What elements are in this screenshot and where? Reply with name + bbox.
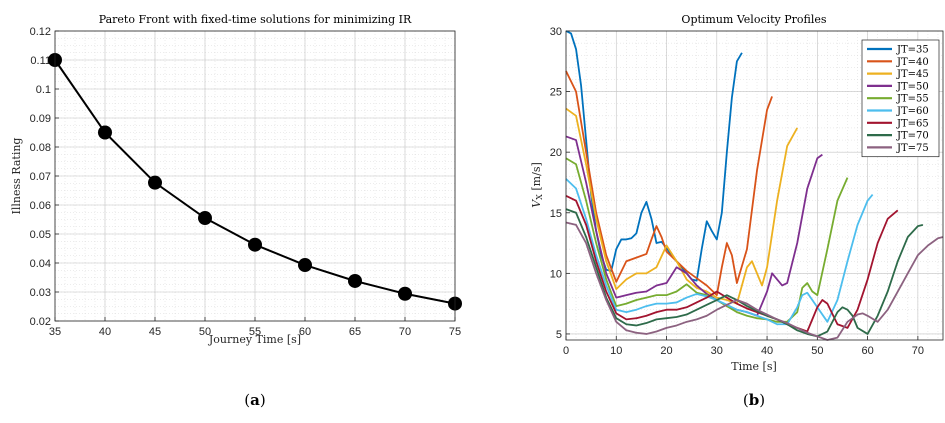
pareto-point [198, 211, 212, 226]
velocity-series-jt-70 [565, 208, 924, 338]
caption-b: (b) [743, 391, 765, 409]
chart-b: Optimum Velocity Profiles 0 10 20 30 40 50 60 7… [530, 13, 944, 409]
chart-b-series [565, 30, 944, 341]
legend-label: JT=40 [896, 57, 929, 68]
legend-label: JT=75 [896, 143, 929, 154]
x-tick-label: 40 [99, 326, 111, 338]
x-tick-label: 70 [912, 345, 924, 357]
x-tick-label: 10 [610, 345, 622, 357]
chart-a-frame [54, 30, 456, 322]
x-tick-label: 65 [349, 326, 361, 338]
legend-label: JT=70 [896, 131, 929, 142]
x-tick-label: 75 [449, 326, 461, 338]
y-tick-label: 10 [550, 268, 562, 280]
y-tick-label: 0.1 [36, 84, 51, 96]
x-tick-label: 60 [861, 345, 873, 357]
x-tick-label: 35 [49, 326, 61, 338]
x-tick-label: 40 [761, 345, 773, 357]
y-tick-label: 0.05 [30, 229, 51, 241]
chart-b-xlabel: Time [s] [731, 360, 777, 373]
pareto-point [148, 175, 162, 190]
y-tick-label: 0.03 [30, 287, 51, 299]
x-tick-label: 50 [811, 345, 823, 357]
pareto-point [348, 273, 362, 288]
y-tick-label: 0.09 [30, 113, 51, 125]
x-tick-label: 0 [563, 345, 569, 357]
velocity-series-jt-50 [565, 135, 823, 317]
chart-a-title: Pareto Front with fixed-time solutions f… [99, 13, 412, 26]
y-tick-label: 30 [550, 26, 562, 38]
pareto-point [98, 125, 112, 140]
y-tick-label: 0.02 [30, 316, 51, 328]
chart-a-xlabel: Journey Time [s] [208, 333, 301, 346]
y-tick-label: 0.07 [30, 171, 51, 183]
y-tick-label: 5 [556, 329, 562, 341]
legend-label: JT=60 [896, 106, 929, 117]
velocity-series-jt-40 [565, 70, 773, 297]
x-tick-label: 55 [249, 326, 261, 338]
chart-a: Pareto Front with fixed-time solutions f… [10, 13, 462, 409]
x-tick-label: 20 [660, 345, 672, 357]
chart-b-title: Optimum Velocity Profiles [681, 13, 826, 26]
chart-a-ylabel: Illness Rating [10, 138, 23, 215]
velocity-series-jt-75 [565, 221, 944, 341]
x-tick-label: 70 [399, 326, 411, 338]
chart-b-ticks: 0 10 20 30 40 50 60 70 5 10 15 20 25 30 [550, 26, 924, 357]
y-tick-label: 0.11 [30, 55, 51, 67]
pareto-point [298, 258, 312, 273]
chart-b-frame [565, 30, 944, 341]
legend-label: JT=35 [896, 45, 929, 56]
y-tick-label: 0.04 [30, 258, 51, 270]
y-tick-label: 20 [550, 147, 562, 159]
legend-label: JT=45 [896, 69, 929, 80]
caption-a: (a) [244, 391, 265, 409]
x-tick-label: 30 [711, 345, 723, 357]
y-tick-label: 0.12 [30, 26, 51, 38]
legend-label: JT=55 [896, 94, 929, 105]
x-tick-label: 45 [149, 326, 161, 338]
velocity-series-jt-45 [565, 107, 799, 305]
x-tick-label: 50 [199, 326, 211, 338]
legend-label: JT=50 [896, 81, 929, 92]
legend-label: JT=65 [896, 118, 929, 129]
y-tick-label: 15 [550, 208, 562, 220]
x-tick-label: 60 [299, 326, 311, 338]
chart-a-grid [54, 30, 456, 322]
y-tick-label: 0.08 [30, 142, 51, 154]
chart-b-ylabel: VX [m/s] [530, 162, 544, 208]
y-tick-label: 0.06 [30, 200, 51, 212]
pareto-point [398, 286, 412, 301]
chart-a-ticks: 35 40 45 50 55 60 65 70 75 0.02 0.03 0.04 0.05 0.06 0.… [30, 26, 462, 338]
y-tick-label: 25 [550, 87, 562, 99]
chart-a-series [48, 53, 462, 311]
pareto-point [248, 237, 262, 252]
velocity-series-jt-65 [565, 194, 899, 333]
